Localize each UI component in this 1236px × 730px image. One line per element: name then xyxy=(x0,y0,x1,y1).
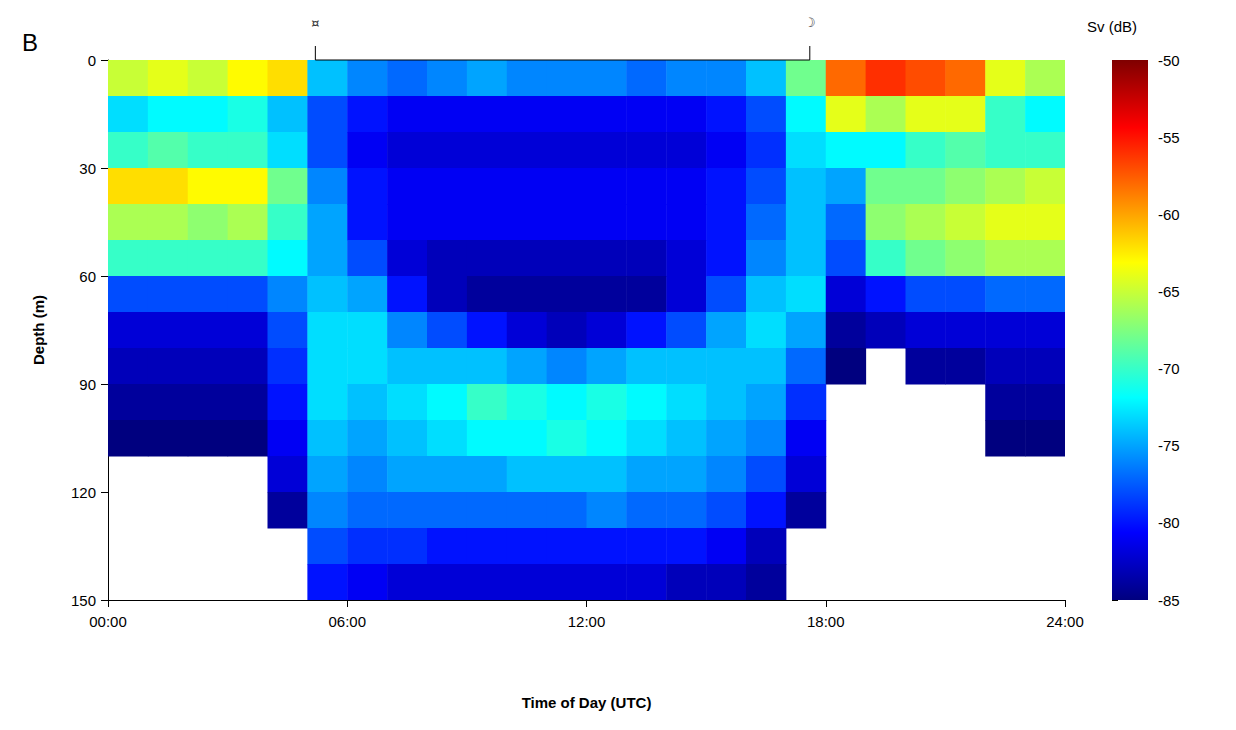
svg-text:24:00: 24:00 xyxy=(1046,613,1084,630)
svg-text:-70: -70 xyxy=(1158,360,1180,377)
svg-text:B: B xyxy=(22,29,38,56)
svg-text:-75: -75 xyxy=(1158,437,1180,454)
svg-text:06:00: 06:00 xyxy=(328,613,366,630)
svg-text:00:00: 00:00 xyxy=(89,613,127,630)
svg-text:Sv (dB): Sv (dB) xyxy=(1087,18,1137,35)
svg-text:☽: ☽ xyxy=(804,15,816,30)
svg-text:150: 150 xyxy=(71,592,96,609)
svg-text:-65: -65 xyxy=(1158,283,1180,300)
svg-text:18:00: 18:00 xyxy=(807,613,845,630)
svg-text:Time of Day (UTC): Time of Day (UTC) xyxy=(522,694,652,711)
svg-text:120: 120 xyxy=(71,484,96,501)
svg-text:12:00: 12:00 xyxy=(568,613,606,630)
svg-text:-50: -50 xyxy=(1158,52,1180,69)
svg-text:90: 90 xyxy=(79,376,96,393)
svg-text:-80: -80 xyxy=(1158,514,1180,531)
svg-text:30: 30 xyxy=(79,160,96,177)
svg-text:¤: ¤ xyxy=(311,15,319,30)
svg-text:-60: -60 xyxy=(1158,206,1180,223)
svg-text:-85: -85 xyxy=(1158,592,1180,609)
svg-text:0: 0 xyxy=(88,52,96,69)
svg-text:60: 60 xyxy=(79,268,96,285)
svg-text:Depth (m): Depth (m) xyxy=(30,295,47,365)
svg-text:-55: -55 xyxy=(1158,129,1180,146)
